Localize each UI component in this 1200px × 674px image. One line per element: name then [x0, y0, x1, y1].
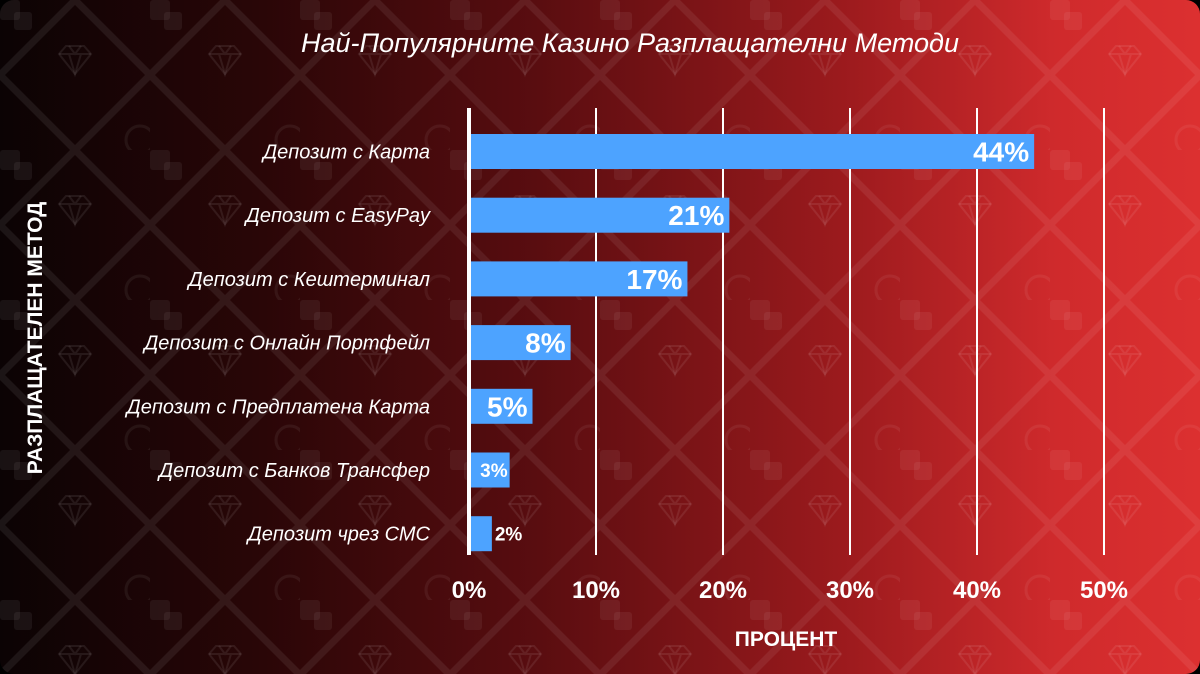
value-label: 8% — [525, 328, 566, 359]
x-axis-title: ПРОЦЕНТ — [735, 628, 838, 651]
value-label: 17% — [626, 264, 682, 295]
x-tick-label: 10% — [572, 577, 620, 604]
chart-title: Най-Популярните Казино Разплащателни Мет… — [301, 28, 959, 58]
bars — [469, 134, 1035, 552]
bar — [469, 261, 688, 297]
category-label: Депозит с Онлайн Портфейл — [142, 333, 430, 355]
x-tick-label: 20% — [699, 577, 747, 604]
value-labels: 44% 21% 17% 8% 5% 3% 2% — [480, 137, 1029, 546]
gridlines — [595, 108, 1105, 555]
value-label: 21% — [668, 200, 724, 231]
value-label: 5% — [487, 391, 528, 422]
bar — [469, 134, 1035, 169]
value-label: 2% — [495, 525, 523, 546]
category-labels: Депозит с Карта Депозит с EasyPay Депозит … — [125, 142, 431, 546]
x-tick-labels: 0% 10% 20% 30% 40% 50% — [452, 577, 1128, 604]
x-tick-label: 0% — [452, 577, 487, 604]
x-tick-label: 30% — [826, 577, 874, 604]
category-label: Депозит с Кештерминал — [186, 269, 430, 291]
bar — [469, 516, 492, 552]
bar — [469, 197, 730, 233]
category-label: Депозит с Карта — [261, 142, 430, 164]
bar — [469, 388, 533, 424]
value-label: 3% — [480, 461, 508, 482]
category-label: Депозит чрез СМС — [246, 524, 431, 546]
y-axis-title: РАЗПЛАЩАТЕЛЕН МЕТОД — [24, 202, 47, 474]
value-label: 44% — [973, 137, 1029, 168]
x-tick-label: 40% — [953, 577, 1001, 604]
x-tick-label: 50% — [1080, 577, 1128, 604]
bar — [469, 325, 571, 361]
bar — [469, 452, 510, 488]
category-label: Депозит с EasyPay — [244, 205, 431, 227]
category-label: Депозит с Банков Трансфер — [157, 460, 430, 482]
category-label: Депозит с Предплатена Карта — [125, 396, 430, 418]
